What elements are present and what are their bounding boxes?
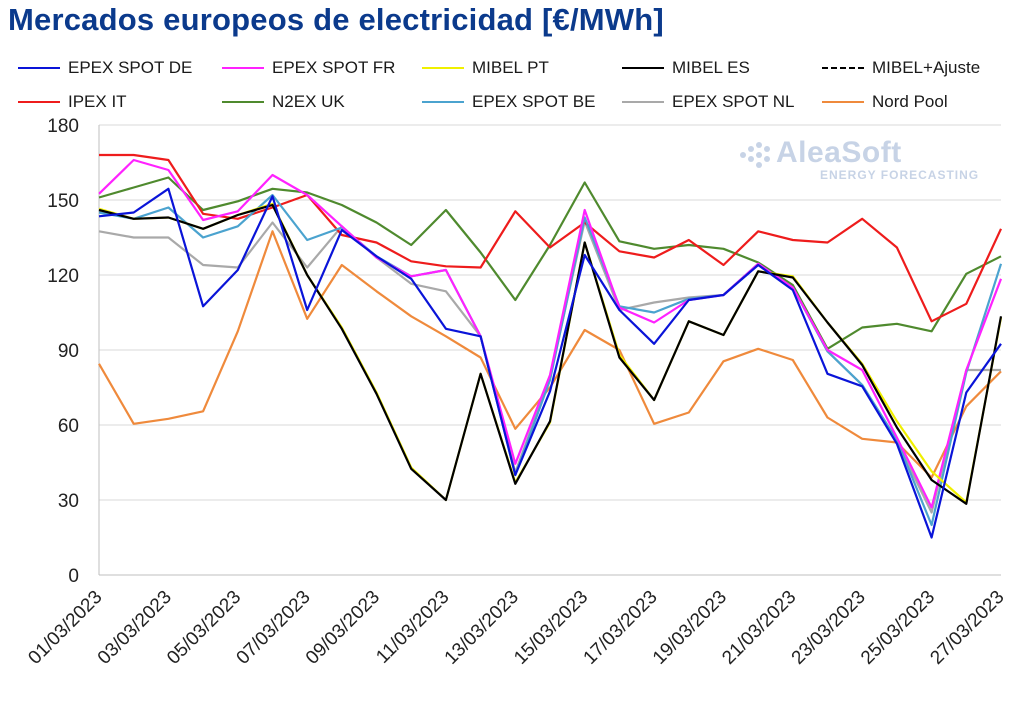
legend-label: EPEX SPOT DE (68, 58, 193, 77)
x-tick-label: 13/03/2023 (441, 587, 523, 669)
x-tick-label: 15/03/2023 (510, 587, 592, 669)
legend-item: EPEX SPOT FR (222, 56, 395, 80)
legend-swatch (822, 67, 864, 69)
legend-item: EPEX SPOT DE (18, 56, 192, 80)
series-line-mibel-es (98, 203, 1003, 505)
y-tick-label: 90 (58, 341, 79, 362)
series-line-mibel-pt (98, 202, 1003, 504)
series-line-epex-spot-nl (98, 220, 1001, 514)
x-tick-label: 05/03/2023 (163, 587, 245, 669)
legend-label: MIBEL+Ajuste (872, 58, 981, 77)
y-tick-label: 120 (47, 266, 79, 287)
y-tick-label: 180 (47, 116, 79, 137)
legend-label: MIBEL PT (472, 58, 549, 77)
legend-item: N2EX UK (222, 90, 345, 114)
legend-item: IPEX IT (18, 90, 127, 114)
legend-swatch (622, 67, 664, 69)
legend-label: Nord Pool (872, 92, 948, 111)
legend-item: EPEX SPOT NL (622, 90, 795, 114)
legend-swatch (18, 67, 60, 69)
legend-item: MIBEL ES (622, 56, 750, 80)
series-line-epex-spot-be (98, 193, 1003, 527)
legend-item: MIBEL PT (422, 56, 549, 80)
x-tick-label: 19/03/2023 (649, 587, 731, 669)
series-line-n2ex-uk (98, 176, 1002, 350)
x-tick-label: 23/03/2023 (788, 587, 870, 669)
x-tick-label: 21/03/2023 (718, 587, 800, 669)
legend-item: Nord Pool (822, 90, 948, 114)
y-tick-label: 150 (47, 191, 79, 212)
legend-item: EPEX SPOT BE (422, 90, 595, 114)
x-tick-label: 09/03/2023 (302, 587, 384, 669)
chart-legend: EPEX SPOT DE EPEX SPOT FR MIBEL PT MIBEL ES… (18, 56, 1018, 116)
y-tick-label: 60 (58, 416, 79, 437)
legend-label: EPEX SPOT BE (472, 92, 596, 111)
legend-swatch (622, 101, 664, 103)
x-tick-label: 07/03/2023 (233, 587, 315, 669)
legend-swatch (222, 101, 264, 103)
legend-label: N2EX UK (272, 92, 345, 111)
y-tick-label: 0 (68, 566, 79, 587)
legend-label: EPEX SPOT FR (272, 58, 396, 77)
x-tick-label: 17/03/2023 (580, 587, 662, 669)
x-tick-label: 25/03/2023 (857, 587, 939, 669)
legend-swatch (422, 101, 464, 103)
legend-label: EPEX SPOT NL (672, 92, 795, 111)
legend-swatch (222, 67, 264, 69)
x-tick-label: 27/03/2023 (926, 587, 1008, 669)
legend-item: MIBEL+Ajuste (822, 56, 980, 80)
logo-sub-text: ENERGY FORECASTING (820, 168, 980, 182)
legend-swatch (822, 101, 864, 103)
logo-main-text: AleaSoft (776, 136, 902, 169)
series-line-epex-spot-de (98, 187, 1002, 539)
legend-swatch (422, 67, 464, 69)
aleasoft-logo: AleaSoft ENERGY FORECASTING (736, 136, 986, 186)
legend-label: MIBEL ES (672, 58, 750, 77)
x-tick-label: 01/03/2023 (24, 587, 106, 669)
series-line-epex-spot-fr (98, 158, 1003, 509)
chart-title: Mercados europeos de electricidad [€/MWh… (8, 2, 664, 37)
y-tick-label: 30 (58, 491, 79, 512)
x-tick-label: 03/03/2023 (94, 587, 176, 669)
legend-label: IPEX IT (68, 92, 127, 111)
logo-dots-icon (738, 142, 772, 168)
legend-swatch (18, 101, 60, 103)
